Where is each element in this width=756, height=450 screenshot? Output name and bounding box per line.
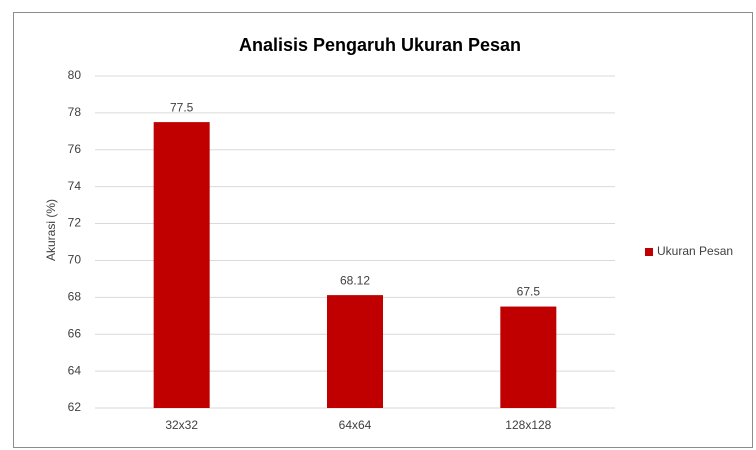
y-tick-label: 78 [68, 105, 82, 119]
y-tick-label: 66 [68, 326, 82, 340]
x-tick-label: 32x32 [165, 418, 198, 432]
y-tick-label: 76 [68, 142, 82, 156]
x-tick-label: 128x128 [505, 418, 551, 432]
y-tick-label: 72 [68, 216, 82, 230]
y-tick-label: 68 [68, 290, 82, 304]
y-tick-label: 80 [68, 68, 82, 82]
legend-swatch [645, 248, 653, 256]
data-label: 67.5 [517, 285, 541, 299]
y-tick-label: 70 [68, 253, 82, 267]
y-axis-label: Akurasi (%) [44, 199, 58, 261]
legend-label: Ukuran Pesan [657, 244, 733, 258]
bar [500, 306, 557, 408]
chart-title: Analisis Pengaruh Ukuran Pesan [239, 35, 521, 55]
bar [153, 122, 210, 408]
y-tick-label: 64 [68, 363, 82, 377]
data-label: 68.12 [340, 273, 370, 287]
x-tick-label: 64x64 [339, 418, 372, 432]
data-label: 77.5 [170, 100, 194, 114]
y-tick-label: 62 [68, 400, 82, 414]
y-tick-label: 74 [68, 179, 82, 193]
bar [327, 295, 383, 408]
